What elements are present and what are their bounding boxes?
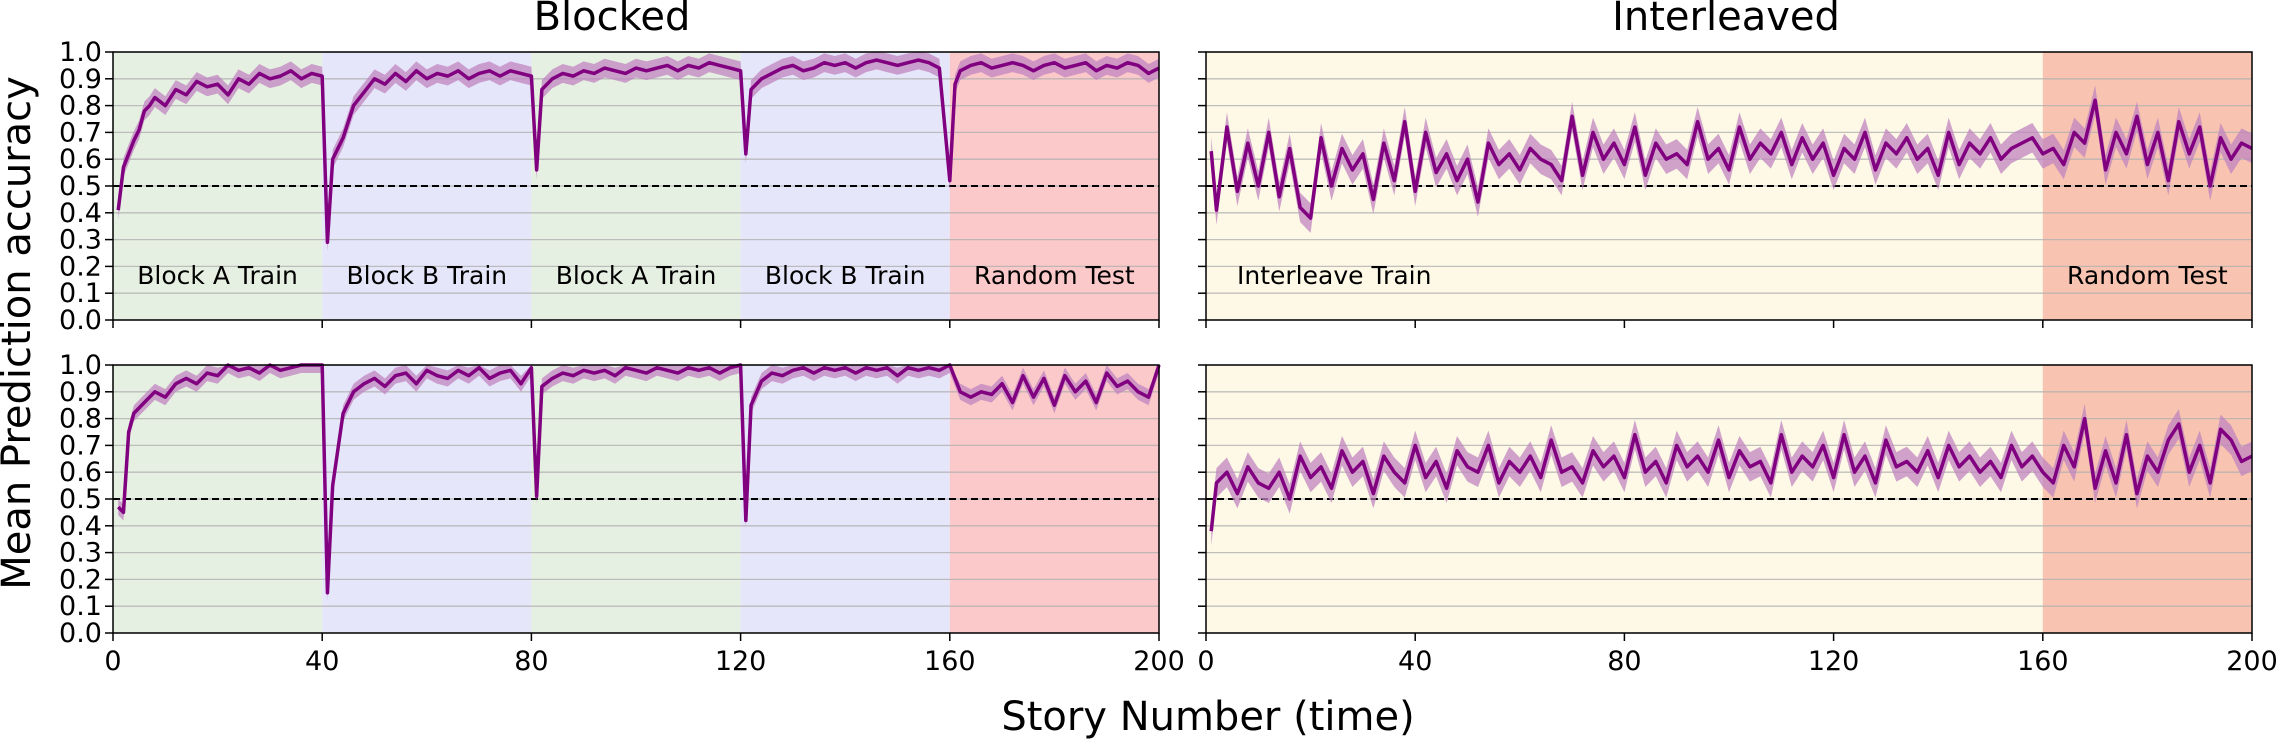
y-tick-label: 0.8	[59, 404, 102, 435]
region-label: Block B Train	[765, 261, 926, 290]
y-tick-label: 0.2	[59, 564, 102, 595]
y-tick-label: 1.0	[59, 350, 102, 381]
x-axis-label: Story Number (time)	[1001, 694, 1414, 740]
region-label: Block A Train	[556, 261, 717, 290]
panel-top-left: Block A Train Block B Train Block A Train B…	[59, 37, 1160, 336]
panel-bottom-right: 0 40 80 120 160 200	[1197, 364, 2277, 677]
x-tick-label: 0	[1197, 646, 1214, 677]
y-tick-label: 0.8	[59, 91, 102, 122]
y-tick-label: 0.4	[59, 511, 102, 542]
column-title-blocked: Blocked	[534, 0, 691, 40]
x-tick-label: 200	[1133, 646, 1185, 677]
x-tick-label: 200	[2226, 646, 2277, 677]
y-tick-label: 0.2	[59, 251, 102, 282]
series-line	[1209, 98, 2253, 220]
x-tick-label: 80	[514, 646, 548, 677]
y-axis-label: Mean Prediction accuracy	[0, 76, 40, 590]
y-tick-label: 0.5	[59, 484, 102, 515]
panels: Block A Train Block B Train Block A Train B…	[59, 37, 2277, 677]
y-tick-label: 0.3	[59, 538, 102, 569]
panel-bottom-left: 0.00.10.20.30.40.50.60.70.80.91.0 0 40 80 12…	[59, 350, 1185, 677]
y-tick-label: 0.1	[59, 591, 102, 622]
x-tick-label: 40	[305, 646, 339, 677]
y-tick-label: 0.4	[59, 198, 102, 229]
y-tick-label: 0.6	[59, 144, 102, 175]
y-tick-label: 0.0	[59, 305, 102, 336]
series-line	[1209, 416, 2253, 532]
x-tick-label: 160	[924, 646, 976, 677]
y-tick-label: 0.3	[59, 225, 102, 256]
y-tick-label: 0.6	[59, 457, 102, 488]
region-label: Random Test	[974, 261, 1135, 290]
region-label: Block A Train	[137, 261, 298, 290]
panel-top-right: Interleave Train Random Test	[1198, 51, 2253, 328]
y-tick-label: 0.7	[59, 117, 102, 148]
series-line	[116, 58, 1160, 245]
y-tick-label: 0.0	[59, 618, 102, 649]
error-band	[118, 52, 1160, 252]
column-title-interleaved: Interleaved	[1612, 0, 1840, 40]
y-tick-label: 0.5	[59, 171, 102, 202]
y-tick-label: 0.7	[59, 430, 102, 461]
region-label: Random Test	[2067, 261, 2228, 290]
series-line	[116, 363, 1161, 595]
x-tick-label: 40	[1398, 646, 1432, 677]
y-tick-label: 0.9	[59, 377, 102, 408]
y-tick-label: 0.9	[59, 64, 102, 95]
x-tick-label: 80	[1607, 646, 1641, 677]
region-label: Block B Train	[346, 261, 507, 290]
x-tick-label: 0	[104, 646, 121, 677]
region-label: Interleave Train	[1237, 261, 1431, 290]
x-tick-label: 120	[715, 646, 767, 677]
x-tick-label: 160	[2017, 646, 2069, 677]
x-tick-label: 120	[1808, 646, 1860, 677]
y-tick-label: 1.0	[59, 37, 102, 68]
y-tick-label: 0.1	[59, 278, 102, 309]
